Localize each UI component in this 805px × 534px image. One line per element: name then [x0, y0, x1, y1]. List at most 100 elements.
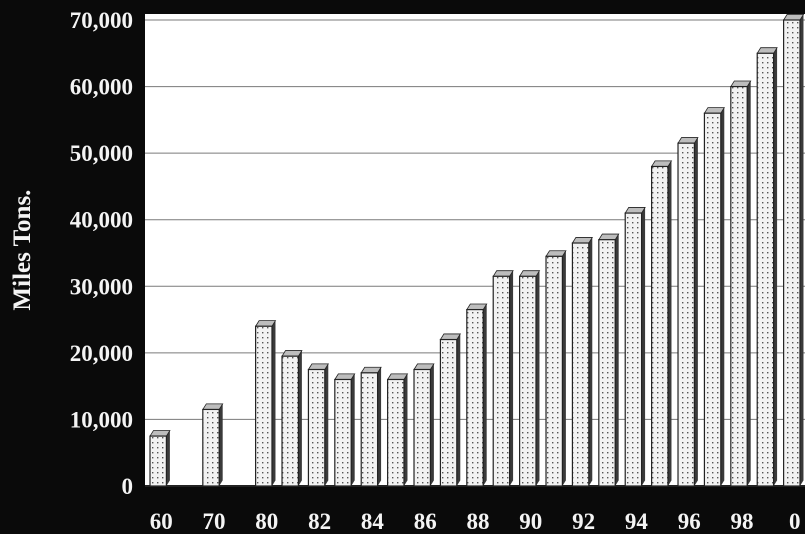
bar — [756, 47, 778, 487]
bar-front — [149, 435, 167, 487]
bar — [334, 373, 356, 487]
bar-front — [202, 408, 220, 487]
bar-front — [756, 52, 775, 487]
bar-front — [624, 212, 643, 487]
bar-side — [641, 207, 646, 486]
bar — [360, 366, 382, 487]
bar — [650, 160, 673, 487]
bar-side — [298, 350, 302, 486]
y-tick-label: 60,000 — [70, 75, 133, 100]
x-axis-ticks: 60 70 80 82 84 86 88 90 92 94 96 98 0 — [150, 509, 801, 534]
y-tick-label: 40,000 — [70, 208, 133, 233]
x-tick-label: 86 — [414, 509, 437, 534]
bar — [281, 350, 303, 487]
bar — [413, 363, 435, 487]
bar — [254, 320, 277, 487]
bar-front — [255, 325, 273, 487]
bar — [677, 137, 699, 487]
bar-side — [351, 373, 355, 486]
bar-side — [377, 367, 382, 486]
bar-front — [703, 112, 722, 487]
bar — [624, 207, 646, 487]
bar-side — [271, 320, 276, 486]
x-tick-label: 70 — [203, 509, 226, 534]
bar-front — [466, 308, 484, 487]
bar-top — [518, 270, 541, 277]
bar-top — [492, 270, 514, 277]
x-tick-label: 82 — [308, 509, 331, 534]
bar-top — [650, 160, 673, 167]
bar-side — [694, 137, 698, 487]
x-tick-label: 94 — [625, 509, 649, 534]
bar-top — [703, 107, 726, 114]
x-tick-label: 80 — [255, 509, 278, 534]
bar — [730, 80, 752, 487]
x-tick-label: 98 — [731, 509, 754, 534]
bar-side — [615, 234, 619, 486]
bar-front — [439, 338, 458, 487]
bar-front — [571, 242, 590, 487]
bar-side — [219, 403, 223, 486]
bar-front — [360, 372, 379, 487]
bar-top — [571, 237, 594, 244]
bar — [545, 250, 567, 487]
bar — [598, 233, 620, 487]
bar-top — [624, 207, 646, 214]
bars — [149, 13, 805, 487]
bar — [466, 303, 488, 487]
bar-front — [783, 19, 801, 487]
bar — [518, 270, 541, 487]
bar-top — [334, 373, 356, 380]
bar-top — [730, 80, 752, 87]
bar-front — [730, 85, 748, 487]
bar-side — [562, 250, 566, 486]
y-tick-label: 30,000 — [70, 274, 133, 299]
y-axis-label: Miles Tons. — [9, 190, 36, 311]
x-tick-label: 0 — [789, 509, 801, 534]
x-tick-label: 84 — [361, 509, 385, 534]
bar-side — [588, 237, 593, 486]
bar — [571, 237, 594, 487]
bar-side — [403, 373, 408, 486]
bar — [149, 430, 171, 487]
y-tick-label: 70,000 — [70, 8, 133, 33]
bar-top — [677, 137, 699, 144]
y-tick-label: 10,000 — [70, 407, 133, 432]
bar-side — [535, 270, 540, 486]
bar-front — [598, 239, 616, 487]
y-tick-label: 50,000 — [70, 141, 133, 166]
bar-top — [413, 363, 435, 370]
bar-front — [281, 355, 299, 487]
bar-top — [254, 320, 277, 327]
bar-top — [386, 373, 409, 380]
bar-top — [466, 303, 488, 310]
bar-top — [545, 250, 567, 257]
x-tick-label: 60 — [150, 509, 173, 534]
y-tick-label: 0 — [122, 474, 134, 499]
bar-side — [667, 160, 672, 486]
bar-top — [360, 366, 382, 374]
bar-side — [483, 303, 487, 486]
bar-front — [334, 378, 352, 487]
bar-top — [307, 363, 330, 370]
bar — [307, 363, 330, 487]
bar-side — [799, 14, 804, 487]
x-tick-label: 88 — [467, 509, 490, 534]
bar-front — [651, 165, 669, 487]
bar-side — [324, 363, 329, 486]
bar-top — [439, 333, 462, 340]
bar — [386, 373, 409, 487]
bar-side — [720, 107, 725, 486]
bar-front — [677, 142, 695, 487]
bar-top — [281, 350, 303, 357]
bar-top — [202, 403, 224, 410]
bar-top — [756, 47, 778, 54]
y-tick-label: 20,000 — [70, 341, 133, 366]
y-axis-ticks: 0 10,000 20,000 30,000 40,000 50,000 60,000 70,… — [70, 8, 133, 499]
bar-front — [545, 255, 563, 487]
x-tick-label: 92 — [572, 509, 595, 534]
bar-side — [773, 47, 778, 486]
bar-front — [387, 378, 405, 487]
